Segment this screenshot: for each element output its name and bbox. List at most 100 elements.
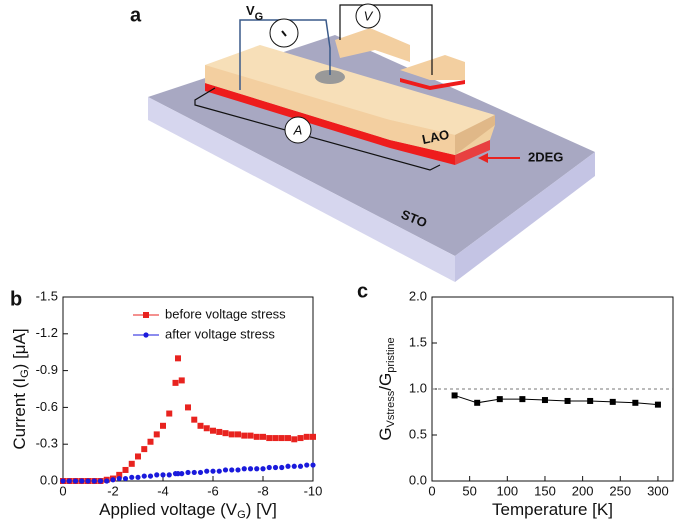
marker: [129, 474, 135, 480]
marker: [474, 399, 481, 406]
marker: [197, 469, 204, 476]
marker: [160, 422, 166, 429]
marker: [519, 396, 526, 403]
marker: [235, 467, 241, 473]
marker: [153, 431, 160, 438]
y-tick-label: 0.0: [40, 472, 58, 487]
label-part: ) [μA]: [10, 328, 29, 369]
y-tick-label: -1.5: [36, 288, 58, 303]
label-sub: Vstress: [385, 390, 397, 427]
marker: [66, 478, 72, 484]
label-part: /G: [376, 373, 395, 391]
marker: [285, 435, 291, 442]
x-tick-label: 0: [59, 483, 66, 498]
marker: [210, 427, 216, 434]
marker: [122, 466, 129, 473]
marker: [72, 478, 79, 484]
marker: [175, 355, 181, 362]
lao-back: [335, 28, 410, 62]
wire: [239, 19, 331, 90]
marker: [291, 436, 298, 443]
marker: [178, 377, 185, 384]
x-tick-label: 50: [462, 483, 476, 498]
interface-label: 2DEG: [528, 149, 563, 164]
marker: [297, 463, 304, 469]
label-part: Applied voltage (V: [99, 500, 238, 519]
lao-front: [205, 65, 390, 140]
marker: [172, 379, 179, 386]
y-tick-label: 2.0: [409, 288, 427, 303]
y-tick-label: -0.3: [36, 436, 58, 451]
axis-label: Applied voltage (VG) [V]: [99, 500, 277, 520]
lao-label: LAO: [421, 127, 451, 147]
marker: [291, 463, 297, 469]
marker: [266, 435, 273, 442]
gate-meter-label: VG: [246, 3, 263, 22]
marker: [241, 466, 247, 472]
marker: [210, 468, 216, 474]
panel-label: a: [130, 4, 142, 26]
marker: [191, 416, 198, 423]
x-tick-label: -8: [257, 483, 269, 498]
y-tick-label: 1.5: [409, 334, 427, 349]
deg-layer: [455, 140, 490, 165]
label-part: G: [376, 427, 395, 440]
voltmeter-label: V: [364, 8, 374, 23]
axis-label: GVstress/Gpristine: [376, 337, 396, 440]
x-tick-label: 200: [572, 483, 594, 498]
panel-b: b 0 -2 -4 -6 -8 -10 0.0 -0.3 -0.6 -0.9 -1.2 -1.5 Appl…: [10, 288, 322, 521]
marker: [122, 475, 129, 482]
axis-label: Temperature [K]: [492, 500, 613, 519]
label-part: Current (I: [10, 378, 29, 450]
deg-layer: [205, 83, 390, 148]
wire: [194, 87, 441, 171]
marker: [185, 404, 191, 411]
marker: [228, 431, 235, 438]
label-part: Temperature [K]: [492, 500, 613, 519]
legend-label: before voltage stress: [165, 306, 286, 321]
marker: [79, 478, 85, 484]
deg-layer: [400, 78, 465, 90]
label-sub: G: [19, 369, 31, 378]
marker: [541, 397, 548, 404]
marker: [166, 410, 173, 417]
marker: [304, 462, 310, 468]
marker: [160, 472, 166, 478]
marker: [266, 464, 272, 471]
marker: [97, 478, 104, 484]
voltmeter: [355, 3, 381, 29]
label-sub: G: [255, 11, 264, 23]
arrow-head: [478, 153, 488, 163]
label-part: V: [246, 3, 255, 18]
marker: [654, 401, 661, 408]
y-tick-label: 0.0: [409, 472, 427, 487]
series-line: [454, 394, 658, 406]
x-tick-label: 100: [496, 483, 518, 498]
deg-layer: [390, 140, 455, 165]
marker: [260, 433, 266, 440]
marker: [147, 438, 154, 445]
lao-front: [390, 120, 455, 155]
marker: [60, 478, 66, 484]
marker: [104, 478, 110, 484]
ammeter-label: A: [293, 122, 303, 137]
meter-needle: [281, 30, 287, 37]
marker: [241, 432, 248, 439]
sto-front: [148, 97, 455, 282]
marker: [272, 435, 279, 442]
marker: [203, 425, 210, 432]
panel-label: b: [10, 288, 22, 310]
y-tick-label: 0.5: [409, 426, 427, 441]
ammeter: [284, 116, 312, 144]
marker: [175, 471, 181, 477]
marker: [141, 473, 147, 479]
label-sub: G: [237, 509, 246, 521]
marker: [143, 332, 149, 338]
axis-label: Current (IG) [μA]: [10, 328, 30, 449]
y-tick-label: -1.2: [36, 325, 58, 340]
marker: [116, 475, 122, 482]
marker: [272, 464, 279, 471]
x-tick-label: -6: [207, 483, 219, 498]
label-sub: pristine: [385, 337, 397, 372]
marker: [632, 399, 639, 406]
